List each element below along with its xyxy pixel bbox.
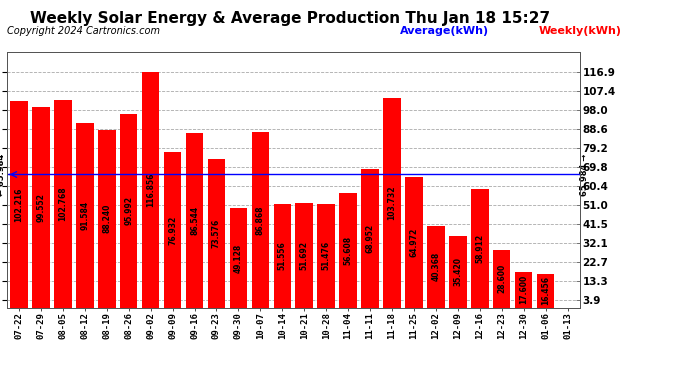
- Text: 116.856: 116.856: [146, 172, 155, 207]
- Text: 17.600: 17.600: [519, 275, 528, 304]
- Bar: [230, 209, 247, 308]
- Text: ← 65.984: ← 65.984: [0, 153, 6, 196]
- Bar: [120, 114, 137, 308]
- Text: 35.420: 35.420: [453, 257, 462, 286]
- Text: 103.732: 103.732: [388, 186, 397, 220]
- Text: 49.128: 49.128: [234, 243, 243, 273]
- Text: 58.912: 58.912: [475, 234, 484, 262]
- Bar: [273, 204, 291, 308]
- Bar: [32, 107, 50, 307]
- Bar: [208, 159, 225, 308]
- Text: 51.476: 51.476: [322, 241, 331, 270]
- Text: 88.240: 88.240: [102, 204, 111, 233]
- Bar: [427, 226, 444, 308]
- Text: 68.952: 68.952: [366, 224, 375, 253]
- Text: 86.868: 86.868: [256, 205, 265, 235]
- Bar: [383, 98, 401, 308]
- Bar: [142, 72, 159, 308]
- Text: 91.584: 91.584: [80, 201, 89, 230]
- Bar: [493, 250, 511, 308]
- Bar: [449, 236, 466, 308]
- Text: 99.552: 99.552: [37, 193, 46, 222]
- Text: 16.456: 16.456: [541, 276, 550, 305]
- Text: 64.972: 64.972: [409, 227, 418, 256]
- Bar: [10, 102, 28, 308]
- Bar: [54, 100, 72, 308]
- Text: Copyright 2024 Cartronics.com: Copyright 2024 Cartronics.com: [7, 26, 160, 36]
- Bar: [76, 123, 94, 308]
- Text: Average(kWh): Average(kWh): [400, 26, 489, 36]
- Bar: [317, 204, 335, 308]
- Bar: [164, 152, 181, 308]
- Text: 28.600: 28.600: [497, 264, 506, 293]
- Text: 102.768: 102.768: [59, 187, 68, 221]
- Bar: [339, 194, 357, 308]
- Bar: [186, 133, 204, 308]
- Text: 95.992: 95.992: [124, 196, 133, 225]
- Text: Weekly Solar Energy & Average Production Thu Jan 18 15:27: Weekly Solar Energy & Average Production…: [30, 11, 550, 26]
- Bar: [98, 130, 115, 308]
- Bar: [515, 272, 533, 308]
- Text: 65.984 →: 65.984 →: [580, 153, 589, 196]
- Text: 73.576: 73.576: [212, 219, 221, 248]
- Bar: [362, 168, 379, 308]
- Bar: [252, 132, 269, 308]
- Text: 51.692: 51.692: [299, 241, 308, 270]
- Text: 40.368: 40.368: [431, 252, 440, 282]
- Text: 86.544: 86.544: [190, 206, 199, 235]
- Bar: [295, 203, 313, 308]
- Text: 76.932: 76.932: [168, 215, 177, 244]
- Text: 56.608: 56.608: [344, 236, 353, 265]
- Bar: [405, 177, 423, 308]
- Text: Weekly(kWh): Weekly(kWh): [538, 26, 621, 36]
- Text: 102.216: 102.216: [14, 187, 23, 222]
- Bar: [471, 189, 489, 308]
- Bar: [537, 274, 554, 308]
- Text: 51.556: 51.556: [278, 241, 287, 270]
